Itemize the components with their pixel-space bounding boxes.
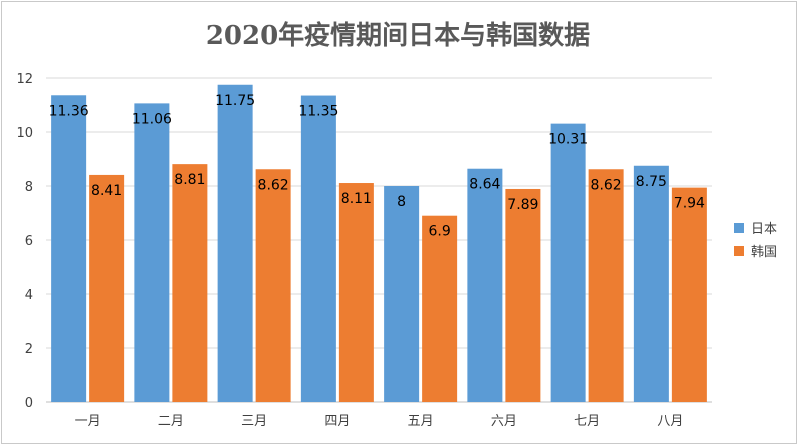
bar-japan xyxy=(633,165,669,402)
x-category-label: 一月 xyxy=(75,414,101,429)
bars xyxy=(51,84,707,403)
y-tick-label: 0 xyxy=(25,396,33,411)
x-category-label: 八月 xyxy=(657,414,683,429)
x-category-label: 六月 xyxy=(491,414,517,429)
legend-swatch xyxy=(734,246,744,256)
legend-swatch xyxy=(734,223,744,233)
data-label: 11.36 xyxy=(49,103,89,119)
bar-japan xyxy=(550,123,586,402)
bar-korea xyxy=(671,187,707,402)
data-label: 8 xyxy=(397,194,406,210)
bar-korea xyxy=(505,188,541,402)
y-tick-label: 10 xyxy=(16,126,33,141)
data-label: 8.11 xyxy=(341,191,372,207)
x-axis-categories: 一月 二月 三月 四月 五月 六月 七月 八月 xyxy=(75,414,684,429)
legend-label: 日本 xyxy=(751,222,777,237)
data-label: 7.89 xyxy=(507,197,538,213)
bar-korea xyxy=(338,183,374,402)
data-label: 8.62 xyxy=(591,177,622,193)
data-label: 6.9 xyxy=(428,224,450,240)
y-tick-label: 6 xyxy=(25,234,33,249)
y-axis-ticks: 0 2 4 6 8 10 12 xyxy=(16,72,33,411)
y-tick-label: 8 xyxy=(25,180,33,195)
x-category-label: 二月 xyxy=(158,414,184,429)
x-category-label: 四月 xyxy=(324,414,350,429)
bar-japan xyxy=(467,168,503,402)
bar-japan xyxy=(300,95,336,403)
data-label: 8.75 xyxy=(636,174,667,190)
data-labels: 11.36 8.41 11.06 8.81 11.75 8.62 11.35 8.11 8 6.9… xyxy=(49,93,705,240)
x-category-label: 三月 xyxy=(241,414,267,429)
bar-korea xyxy=(255,169,291,402)
bar-japan xyxy=(51,95,87,402)
y-tick-label: 2 xyxy=(25,342,33,357)
data-label: 8.64 xyxy=(469,177,500,193)
data-label: 8.62 xyxy=(258,177,289,193)
data-label: 11.35 xyxy=(298,104,338,120)
bar-japan xyxy=(217,84,253,402)
data-label: 11.06 xyxy=(132,111,172,127)
x-category-label: 五月 xyxy=(408,414,434,429)
bar-korea xyxy=(89,174,125,402)
chart-title: 2020年疫情期间日本与韩国数据 xyxy=(206,20,590,51)
bar-korea xyxy=(172,164,208,402)
y-tick-label: 4 xyxy=(25,288,33,303)
data-label: 11.75 xyxy=(215,93,255,109)
x-category-label: 七月 xyxy=(574,414,600,429)
legend-label: 韩国 xyxy=(751,245,777,260)
bar-korea xyxy=(588,169,624,402)
bar-korea xyxy=(422,215,458,402)
data-label: 8.41 xyxy=(91,183,122,199)
data-label: 10.31 xyxy=(548,132,588,148)
data-label: 8.81 xyxy=(174,172,205,188)
bar-japan xyxy=(384,186,420,402)
bar-japan xyxy=(134,103,170,402)
y-tick-label: 12 xyxy=(16,72,33,87)
data-label: 7.94 xyxy=(674,196,705,212)
